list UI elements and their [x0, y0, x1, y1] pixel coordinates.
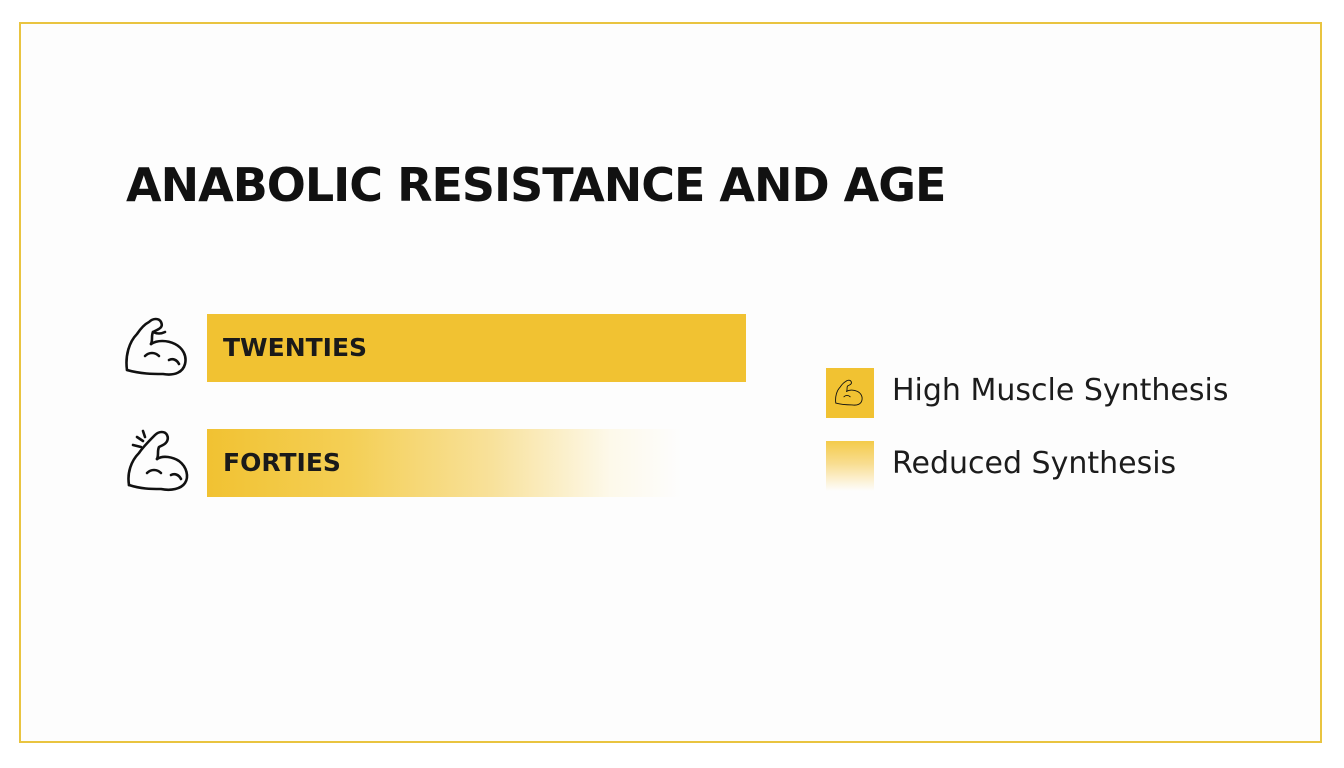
legend-label-reduced-synthesis: Reduced Synthesis	[892, 446, 1177, 481]
legend-label-high-synthesis: High Muscle Synthesis	[892, 373, 1229, 408]
bar-label-forties: FORTIES	[223, 448, 341, 477]
bar-twenties: TWENTIES	[207, 314, 746, 382]
chart-title: ANABOLIC RESISTANCE AND AGE	[126, 158, 946, 212]
bar-forties: FORTIES	[207, 429, 681, 497]
flexed-arm-strain-icon	[123, 425, 193, 495]
chart-frame	[19, 22, 1322, 743]
flexed-arm-icon	[835, 379, 863, 406]
legend-swatch-solid	[826, 368, 874, 418]
legend-swatch-fading	[826, 441, 874, 491]
flexed-arm-icon	[123, 312, 193, 382]
bar-label-twenties: TWENTIES	[223, 333, 368, 362]
